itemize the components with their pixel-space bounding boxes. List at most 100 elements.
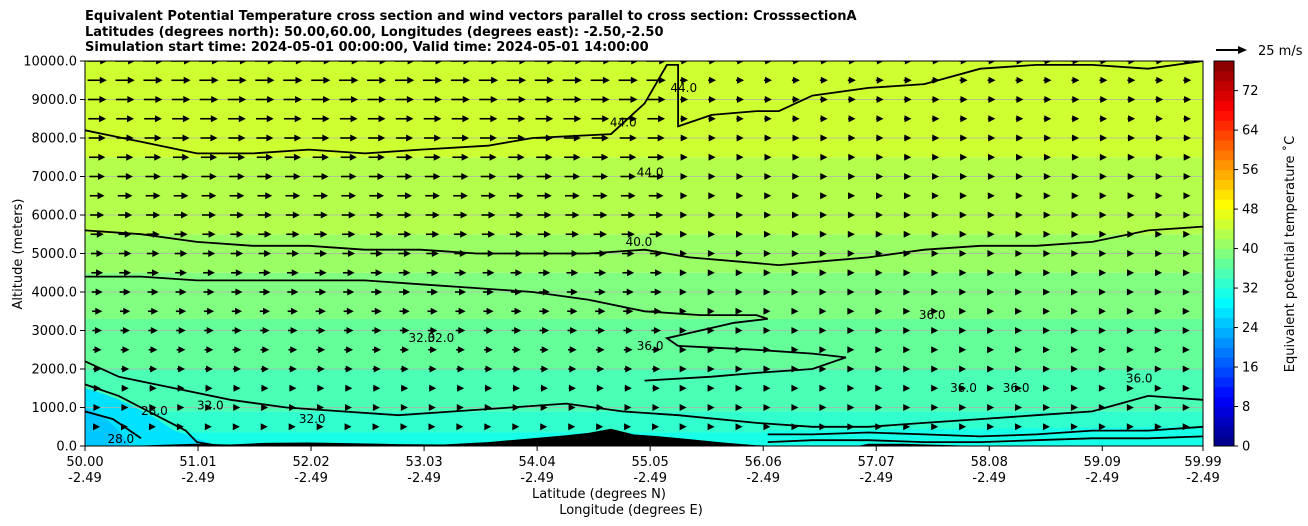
contour-label: 36.0 [919, 308, 946, 322]
chart-title: Equivalent Potential Temperature cross s… [85, 9, 857, 56]
wind-vector [987, 134, 996, 142]
wind-vector-head [542, 307, 550, 315]
wind-vector [563, 115, 582, 123]
wind-vector [903, 404, 911, 411]
wind-vector [482, 288, 494, 296]
wind-vector-head [987, 288, 995, 296]
wind-vector-head [485, 384, 493, 392]
wind-vector-head [264, 250, 272, 257]
wind-vector [537, 192, 552, 200]
colorbar-tick-label: 56 [1242, 163, 1259, 178]
wind-vector-head [405, 153, 413, 161]
wind-vector-head [960, 134, 968, 142]
wind-vector-head [263, 288, 271, 296]
wind-vector-head [1182, 269, 1190, 277]
wind-vector-head [791, 346, 799, 354]
wind-vector-head [265, 192, 273, 200]
wind-vector-head [514, 327, 522, 334]
wind-vector-head [599, 269, 607, 277]
wind-vector [903, 384, 911, 392]
wind-vector [847, 384, 855, 392]
contour-36-lower [85, 360, 1203, 428]
wind-vector-head [931, 423, 939, 431]
wind-vector-head [680, 153, 688, 161]
wind-vector-head [99, 115, 107, 123]
wind-vector-head [875, 346, 883, 354]
wind-vector-head [154, 115, 162, 123]
wind-vector [735, 269, 743, 277]
wind-vector-head [876, 61, 884, 65]
wind-vector-head [931, 192, 939, 200]
wind-vector-head [239, 61, 247, 65]
wind-vector-head [875, 404, 883, 411]
wind-vector-head [93, 423, 101, 431]
wind-vector [819, 269, 827, 277]
wind-vector-head [149, 404, 157, 411]
wind-vector-head [153, 192, 161, 200]
wind-vector-head [1042, 404, 1050, 411]
wind-vector [115, 76, 135, 84]
wind-vector [565, 211, 580, 219]
colorbar-tick-label: 40 [1242, 242, 1259, 257]
quiver-key: 25 m/s [1216, 44, 1303, 59]
wind-vector [340, 153, 357, 161]
wind-vector-head [431, 269, 439, 277]
wind-vector [198, 61, 219, 65]
wind-vector [591, 96, 610, 103]
wind-vector [708, 192, 716, 200]
wind-vector-head [987, 307, 995, 315]
wind-vector-head [903, 250, 911, 257]
wind-vector [1043, 269, 1051, 277]
wind-vector-head [402, 307, 410, 315]
wind-vector-head [405, 192, 413, 200]
wind-vector-head [236, 250, 244, 257]
wind-vector [478, 76, 499, 84]
wind-vector [1098, 384, 1106, 392]
wind-vector [427, 288, 439, 296]
wind-vector-head [379, 76, 387, 84]
wind-vector [316, 365, 325, 373]
wind-vector [987, 269, 995, 277]
wind-vector [1015, 192, 1023, 200]
wind-vector-head [602, 115, 610, 123]
colorbar-level [1214, 288, 1234, 299]
wind-vector [679, 365, 687, 373]
wind-vector [648, 173, 664, 180]
wind-vector [230, 230, 244, 238]
wind-vector [764, 192, 772, 200]
wind-vector-head [126, 153, 134, 161]
wind-vector [1043, 61, 1052, 65]
wind-vector-head [959, 192, 967, 200]
wind-vector [1071, 250, 1079, 257]
wind-vector-head [763, 230, 771, 238]
wind-vector [232, 365, 241, 373]
wind-vector-head [206, 346, 214, 354]
wind-vector [1126, 423, 1134, 431]
wind-vector-head [624, 423, 632, 431]
wind-vector-head [931, 288, 939, 296]
wind-vector-head [489, 173, 497, 180]
wind-vector-head [178, 365, 186, 373]
wind-vector [568, 404, 576, 411]
wind-vector [287, 307, 298, 315]
colorbar-level [1214, 120, 1234, 131]
wind-vector [396, 153, 413, 161]
wind-vector [1015, 346, 1023, 354]
wind-vector-head [931, 365, 939, 373]
wind-vector [594, 269, 607, 277]
wind-vector-head [320, 250, 328, 257]
wind-vector-head [653, 346, 661, 354]
wind-vector [344, 346, 354, 354]
wind-vector [763, 346, 771, 354]
wind-vector-head [94, 346, 102, 354]
wind-vector-head [652, 423, 660, 431]
wind-vector [987, 192, 995, 200]
wind-vector-head [407, 61, 415, 65]
wind-vector [679, 269, 687, 277]
wind-vector-head [791, 307, 799, 315]
wind-vector [399, 307, 410, 315]
wind-vector [202, 250, 216, 257]
wind-vector-head [351, 61, 359, 65]
wind-vector [288, 327, 298, 334]
wind-vector [146, 230, 160, 238]
